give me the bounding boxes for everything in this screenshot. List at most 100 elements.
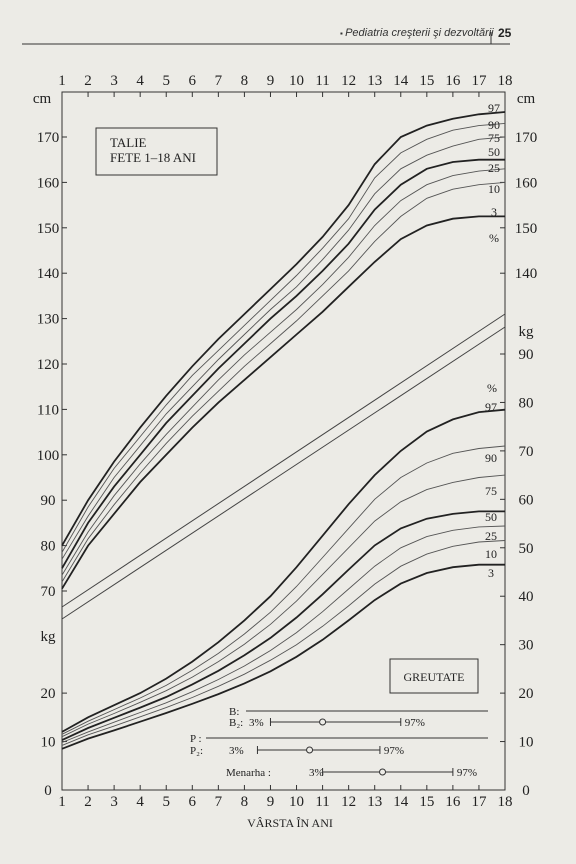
weight-unit-right: kg (519, 324, 535, 340)
x-tick-label-bottom: 7 (215, 794, 223, 810)
section-title: Pediatria creşterii şi dezvoltării (345, 27, 494, 39)
height-curve-p97 (61, 111, 506, 547)
x-tick-label-bottom: 16 (445, 794, 461, 810)
milestone-label: Menarha : (226, 767, 271, 779)
milestone-label: B: (229, 706, 239, 718)
weight-percentile-label: 3 (488, 566, 494, 580)
x-tick-label-top: 4 (136, 73, 144, 89)
height-curve-p3 (61, 215, 505, 590)
height-curve-p50 (61, 158, 505, 569)
x-tick-label-top: 9 (267, 73, 275, 89)
weight-tick-label-right: 40 (519, 589, 534, 605)
x-tick-label-top: 1 (58, 73, 66, 89)
x-tick-label-bottom: 9 (267, 794, 275, 810)
weight-label-box (389, 658, 479, 694)
x-tick-label-bottom: 12 (341, 794, 356, 810)
milestone-label: B₂: (229, 717, 243, 729)
running-header: ▪ Pediatria creşterii şi dezvoltării (340, 27, 494, 39)
milestone-label: P₂: (190, 745, 203, 757)
milestone-median-marker (319, 718, 327, 726)
x-tick-label-bottom: 13 (367, 794, 382, 810)
height-tick-label-left: 100 (37, 448, 60, 464)
milestone-start-text: 3% (249, 717, 264, 729)
weight-tick-label-left: 20 (41, 686, 56, 702)
x-tick-label-top: 16 (445, 73, 461, 89)
x-tick-label-top: 12 (341, 73, 356, 89)
x-tick-label-bottom: 8 (241, 794, 249, 810)
weight-tick-label-right: 90 (519, 347, 534, 363)
weight-tick-label-right: 10 (519, 735, 534, 751)
height-tick-label-left: 70 (41, 584, 56, 600)
height-percentile-label: 10 (488, 182, 500, 196)
milestone-label: P : (190, 733, 202, 745)
x-tick-label-bottom: 6 (189, 794, 197, 810)
x-tick-label-top: 13 (367, 73, 382, 89)
x-tick-label-top: 5 (162, 73, 170, 89)
x-tick-label-top: 3 (110, 73, 118, 89)
height-percentile-label: 50 (488, 145, 500, 159)
height-percentile-label: 90 (488, 118, 500, 132)
x-tick-label-top: 7 (215, 73, 223, 89)
height-tick-label-left: 120 (37, 357, 60, 373)
weight-tick-label-right: 80 (519, 395, 534, 411)
height-tick-label-left: 130 (37, 312, 60, 328)
x-tick-label-bottom: 10 (289, 794, 304, 810)
height-curve-p25 (61, 168, 506, 576)
weight-tick-label-left: 10 (41, 735, 56, 751)
weight-percentile-label: 25 (485, 529, 497, 543)
weight-tick-label-right: 0 (522, 783, 530, 799)
height-tick-label-right: 140 (515, 266, 538, 282)
x-tick-label-top: 10 (289, 73, 304, 89)
x-tick-label-bottom: 5 (162, 794, 170, 810)
weight-label: GREUTATE (403, 670, 464, 684)
height-tick-label-left: 90 (41, 493, 56, 509)
weight-tick-label-left: 0 (44, 783, 52, 799)
x-tick-label-top: 18 (498, 73, 513, 89)
x-tick-label-top: 14 (393, 73, 409, 89)
weight-percent-symbol: % (487, 381, 497, 395)
height-tick-label-left: 80 (41, 539, 56, 555)
x-tick-label-bottom: 18 (498, 794, 513, 810)
height-unit-left: cm (33, 91, 52, 107)
x-tick-label-bottom: 1 (58, 794, 66, 810)
x-tick-label-top: 11 (315, 73, 329, 89)
weight-percentile-label: 90 (485, 451, 497, 465)
height-percentile-label: 75 (488, 131, 500, 145)
weight-percentile-label: 50 (485, 510, 497, 524)
x-tick-label-bottom: 4 (136, 794, 144, 810)
x-tick-label-bottom: 11 (315, 794, 329, 810)
height-curve-p75 (61, 136, 506, 560)
weight-curve-p97 (61, 408, 506, 733)
height-percentile-label: 97 (488, 101, 500, 115)
weight-curve-p3 (61, 563, 505, 750)
weight-unit-left: kg (41, 629, 57, 645)
height-tick-label-left: 170 (37, 130, 60, 146)
weight-percentile-label: 10 (485, 547, 497, 561)
weight-tick-label-right: 60 (519, 492, 534, 508)
weight-tick-label-right: 70 (519, 444, 534, 460)
height-percent-symbol: % (489, 231, 499, 245)
x-axis-label: VÂRSTA ÎN ANI (247, 816, 333, 830)
x-tick-label-top: 2 (84, 73, 92, 89)
milestone-median-marker (379, 768, 387, 776)
height-tick-label-right: 170 (515, 130, 538, 146)
title-line-1: TALIE (110, 135, 147, 150)
weight-percentile-label: 75 (485, 484, 497, 498)
height-tick-label-left: 150 (37, 221, 60, 237)
milestone-end-text: 97% (384, 745, 404, 757)
height-tick-label-left: 140 (37, 266, 60, 282)
x-tick-label-bottom: 15 (419, 794, 434, 810)
height-unit-right: cm (517, 91, 536, 107)
x-tick-label-top: 8 (241, 73, 249, 89)
height-tick-label-left: 160 (37, 175, 60, 191)
weight-curve-p50 (61, 510, 505, 741)
title-line-2: FETE 1–18 ANI (110, 150, 196, 165)
milestone-median-marker (306, 746, 314, 754)
weight-percentile-label: 97 (485, 400, 497, 414)
x-tick-label-top: 17 (471, 73, 487, 89)
x-tick-label-bottom: 2 (84, 794, 92, 810)
guide-line (61, 313, 506, 608)
height-tick-label-right: 160 (515, 175, 538, 191)
weight-tick-label-right: 50 (519, 541, 534, 557)
